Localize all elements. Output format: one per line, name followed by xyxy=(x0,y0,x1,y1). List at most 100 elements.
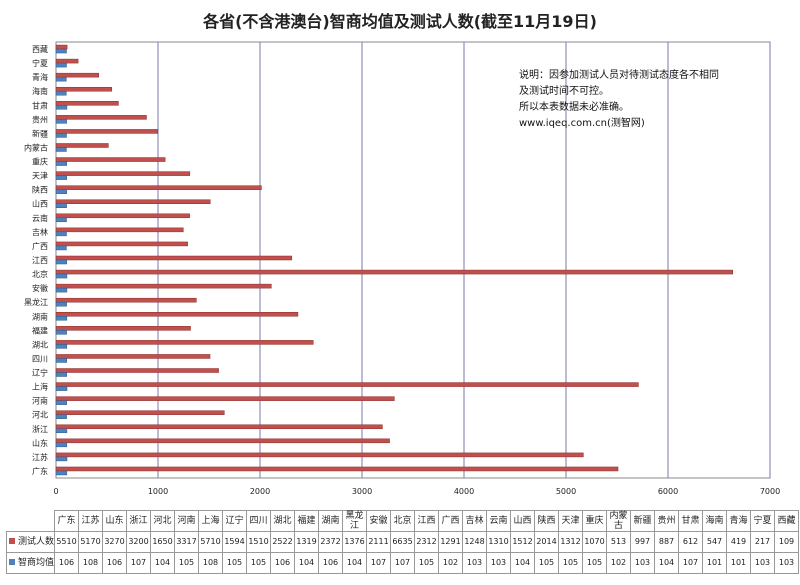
table-cell: 105 xyxy=(222,552,248,574)
table-cell: 1650 xyxy=(150,531,176,553)
table-header-cell: 福建 xyxy=(294,510,320,532)
table-cell: 105 xyxy=(534,552,560,574)
bar-iq-mean xyxy=(55,90,67,96)
bar-iq-mean xyxy=(55,273,68,279)
note-line: www.iqeq.com.cn(测智网) xyxy=(519,118,645,129)
bar-iq-mean xyxy=(55,48,67,54)
bar-test-count xyxy=(55,438,390,444)
bar-iq-mean xyxy=(55,442,68,448)
bar-test-count xyxy=(55,396,395,401)
bar-test-count xyxy=(55,129,158,134)
table-header-cell: 四川 xyxy=(246,510,272,532)
bar-test-count xyxy=(55,58,79,64)
table-header-cell: 河北 xyxy=(150,510,176,532)
y-tick-label: 湖北 xyxy=(32,340,48,349)
table-cell: 2014 xyxy=(534,531,560,553)
bar-iq-mean xyxy=(55,119,67,124)
table-cell: 106 xyxy=(54,552,80,574)
bar-test-count xyxy=(55,213,190,219)
y-tick-label: 山西 xyxy=(32,199,48,209)
table-cell: 3270 xyxy=(102,531,128,553)
table-cell: 103 xyxy=(630,552,656,574)
x-tick-label: 1000 xyxy=(148,487,168,496)
chart-note: 说明：因参加测试人员对待测试态度各不相同 及测试时间不可控。 所以本表数据未必准… xyxy=(519,68,719,132)
x-tick-label: 0 xyxy=(53,487,58,496)
x-tick-label: 4000 xyxy=(454,487,474,496)
y-tick-label: 西藏 xyxy=(32,44,48,54)
bar-iq-mean xyxy=(55,470,68,476)
table-header-cell: 新疆 xyxy=(630,510,656,532)
table-cell: 5710 xyxy=(198,531,224,553)
table-cell: 1510 xyxy=(246,531,272,553)
bar-iq-mean xyxy=(55,175,67,180)
y-tick-label: 江苏 xyxy=(32,452,48,462)
bar-iq-mean xyxy=(55,105,68,110)
bar-test-count xyxy=(55,185,262,190)
y-tick-label: 陕西 xyxy=(32,185,48,195)
bar-test-count xyxy=(55,326,191,331)
bar-test-count xyxy=(55,199,211,204)
table-header-cell: 广东 xyxy=(54,510,80,532)
table-cell: 107 xyxy=(678,552,704,574)
bar-test-count xyxy=(55,368,219,373)
table-header-cell: 吉林 xyxy=(462,510,488,532)
table-row: 测试人数 5510 5170 3270 3200 1650 3317 5710 1594 1510… xyxy=(5,531,800,553)
bar-test-count xyxy=(55,283,272,289)
table-header-cell: 山东 xyxy=(102,510,128,532)
table-cell: 106 xyxy=(270,552,296,574)
table-header-cell: 黑龙江 xyxy=(342,510,368,532)
y-tick-label: 浙江 xyxy=(32,424,48,434)
x-tick-label: 6000 xyxy=(658,487,678,496)
y-tick-label: 甘肃 xyxy=(32,100,48,110)
bar-iq-mean xyxy=(55,76,67,82)
x-tick-label: 5000 xyxy=(556,487,576,496)
table-cell: 109 xyxy=(774,531,800,553)
bar-iq-mean xyxy=(55,245,67,251)
table-cell: 217 xyxy=(750,531,776,553)
table-header-cell: 重庆 xyxy=(582,510,608,532)
table-cell: 105 xyxy=(558,552,584,574)
table-cell: 103 xyxy=(774,552,800,574)
table-header-cell: 贵州 xyxy=(654,510,680,532)
table-header-cell: 江苏 xyxy=(78,510,104,532)
y-tick-label: 福建 xyxy=(32,325,48,335)
table-cell: 106 xyxy=(318,552,344,574)
bar-iq-mean xyxy=(55,189,67,194)
y-tick-label: 新疆 xyxy=(32,128,48,138)
table-cell: 107 xyxy=(366,552,392,574)
y-tick-label: 天津 xyxy=(32,171,48,181)
table-cell: 101 xyxy=(702,552,728,574)
bar-iq-mean xyxy=(55,147,67,152)
y-tick-label: 辽宁 xyxy=(32,368,48,378)
table-cell: 104 xyxy=(510,552,536,574)
table-header-cell: 宁夏 xyxy=(750,510,776,532)
y-tick-label: 宁夏 xyxy=(32,58,48,68)
note-line: 所以本表数据未必准确。 xyxy=(519,102,629,113)
bar-iq-mean xyxy=(55,231,67,237)
bar-test-count xyxy=(55,312,299,317)
bar-iq-mean xyxy=(55,301,67,307)
table-header-cell: 上海 xyxy=(198,510,224,532)
table-cell: 547 xyxy=(702,531,728,553)
table-header-cell: 河南 xyxy=(174,510,200,532)
y-tick-label: 四川 xyxy=(32,354,48,363)
table-header-cell: 青海 xyxy=(726,510,752,532)
note-line: 说明：因参加测试人员对待测试态度各不相同 xyxy=(519,70,719,81)
table-header-cell: 天津 xyxy=(558,510,584,532)
table-cell: 104 xyxy=(294,552,320,574)
table-cell: 887 xyxy=(654,531,680,553)
y-tick-label: 广西 xyxy=(32,241,48,251)
table-cell: 101 xyxy=(726,552,752,574)
table-cell: 1376 xyxy=(342,531,368,553)
table-cell: 104 xyxy=(654,552,680,574)
bar-iq-mean xyxy=(55,161,67,166)
table-cell: 2372 xyxy=(318,531,344,553)
table-header-cell: 云南 xyxy=(486,510,512,532)
y-tick-label: 江西 xyxy=(32,256,48,265)
bar-test-count xyxy=(55,227,184,233)
bar-test-count xyxy=(55,452,584,458)
bar-test-count xyxy=(55,72,99,78)
y-tick-label: 河北 xyxy=(32,410,48,420)
y-tick-label: 内蒙古 xyxy=(24,142,48,152)
